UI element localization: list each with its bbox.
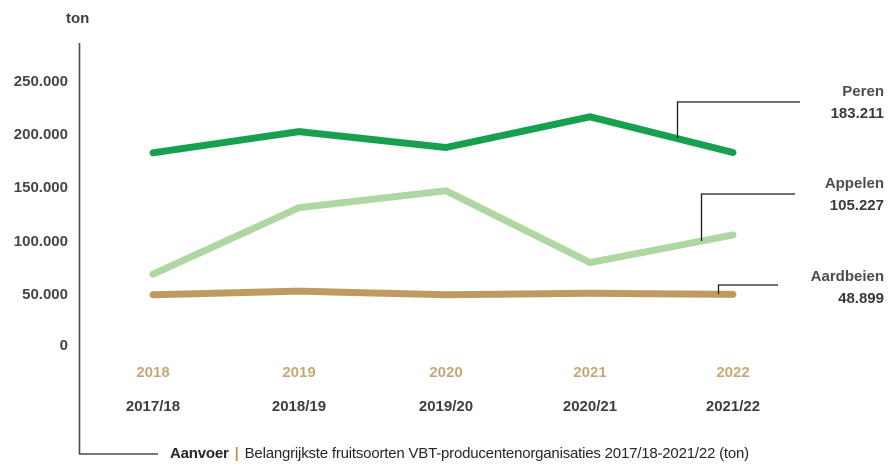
series-label-appelen: Appelen <box>824 175 884 192</box>
legend-entry-peren: Peren 183.211 <box>724 81 884 125</box>
x-label-year-2022: 2022 <box>716 364 750 381</box>
x-label-year-2020: 2020 <box>429 364 463 381</box>
data-series-lines <box>149 113 737 299</box>
series-line-peren <box>149 113 737 157</box>
series-line-aardbeien <box>149 287 737 299</box>
x-label-season-2019-20: 2019/20 <box>418 398 474 415</box>
caption-text: Belangrijkste fruitsoorten VBT-producent… <box>244 445 749 462</box>
x-label-year-2018: 2018 <box>136 364 170 381</box>
caption-prefix: Aanvoer <box>170 445 229 462</box>
x-label-season-2020-21: 2020/21 <box>562 398 618 415</box>
x-label-season-2017-18: 2017/18 <box>125 398 181 415</box>
series-value-appelen: 105.227 <box>829 197 884 214</box>
y-tick-50000: 50.000 <box>22 286 68 303</box>
x-label-season-2021-22: 2021/22 <box>705 398 761 415</box>
legend-entry-appelen: Appelen 105.227 <box>724 173 884 217</box>
x-label-year-2019: 2019 <box>282 364 316 381</box>
y-axis-unit-label: ton <box>66 10 90 27</box>
x-label-year-2021: 2021 <box>573 364 607 381</box>
series-label-peren: Peren <box>842 83 884 100</box>
series-value-peren: 183.211 <box>830 105 884 122</box>
callout-line-aardbeien <box>717 284 778 294</box>
callout-line-peren <box>676 101 800 138</box>
callout-line-appelen <box>700 193 795 241</box>
series-value-aardbeien: 48.899 <box>838 290 884 307</box>
series-label-aardbeien: Aardbeien <box>810 268 884 285</box>
chart-caption: Aanvoer | Belangrijkste fruitsoorten VBT-p… <box>170 445 749 462</box>
y-tick-250000: 250.000 <box>13 73 68 90</box>
y-axis-line <box>78 43 158 455</box>
y-tick-150000: 150.000 <box>13 179 68 196</box>
y-tick-100000: 100.000 <box>13 233 68 250</box>
y-tick-0: 0 <box>59 337 68 354</box>
caption-separator: | <box>234 445 239 462</box>
legend-entry-aardbeien: Aardbeien 48.899 <box>724 266 884 310</box>
series-line-appelen <box>149 187 737 278</box>
x-label-season-2018-19: 2018/19 <box>271 398 327 415</box>
y-tick-200000: 200.000 <box>13 126 68 143</box>
